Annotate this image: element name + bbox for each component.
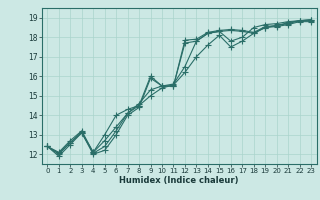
X-axis label: Humidex (Indice chaleur): Humidex (Indice chaleur) (119, 176, 239, 185)
